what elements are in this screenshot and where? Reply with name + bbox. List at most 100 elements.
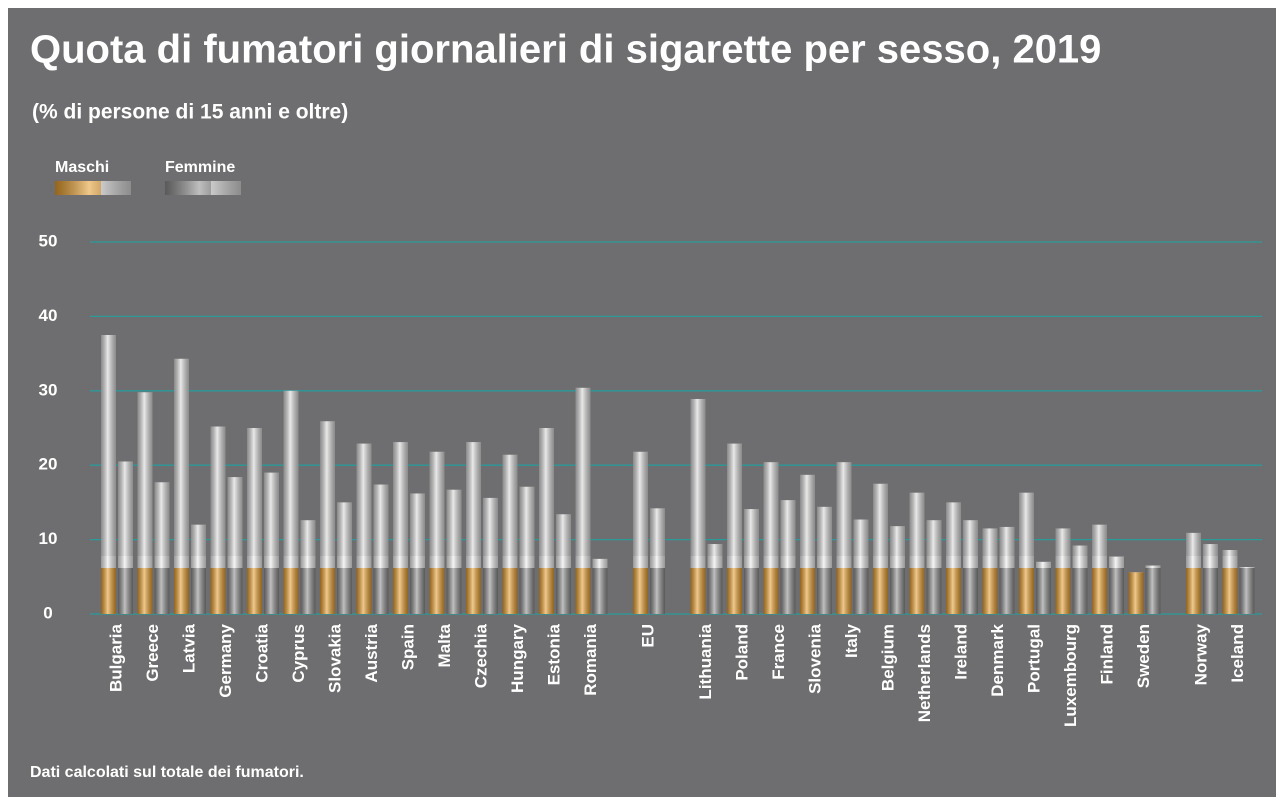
bar-shade	[1203, 544, 1218, 614]
x-tick-label: Cyprus	[289, 624, 308, 683]
bar-shade	[873, 483, 888, 614]
bar-shade	[763, 462, 779, 614]
y-tick-label: 40	[39, 306, 58, 325]
bar-shade	[264, 472, 279, 614]
bar-shade	[633, 451, 648, 614]
x-tick-label: France	[769, 624, 788, 680]
bar-shade	[1128, 572, 1144, 614]
bar-shade	[1019, 492, 1034, 614]
bar-shade	[744, 509, 759, 614]
x-tick-label: Latvia	[179, 623, 198, 673]
footnote: Dati calcolati sul totale dei fumatori.	[30, 764, 304, 781]
bar-shade	[446, 489, 462, 614]
bar-shade	[836, 462, 852, 614]
bar-shade	[817, 506, 832, 614]
x-tick-label: Iceland	[1228, 624, 1247, 683]
bar-shade	[502, 454, 518, 614]
bar-shade	[707, 544, 723, 614]
bar-shade	[539, 428, 554, 614]
bar-shade	[999, 526, 1015, 614]
bar-shade	[210, 426, 226, 614]
bar-shade	[519, 486, 535, 614]
x-tick-label: Italy	[842, 623, 861, 658]
x-tick-label: Slovenia	[805, 623, 824, 693]
x-tick-label: Czechia	[471, 623, 490, 688]
x-tick-label: Germany	[216, 623, 235, 697]
x-tick-label: Luxembourg	[1061, 624, 1080, 727]
bar-shade	[727, 443, 742, 614]
x-tick-label: Romania	[581, 623, 600, 695]
bar-shade	[575, 387, 591, 614]
x-tick-label: Sweden	[1134, 624, 1153, 688]
legend-shade	[55, 181, 131, 195]
bar-shade	[1145, 565, 1161, 614]
bar-shade	[1072, 545, 1088, 614]
x-tick-label: Ireland	[951, 624, 970, 680]
legend-label: Femmine	[165, 159, 235, 176]
x-tick-label: Spain	[398, 624, 417, 670]
bar-shade	[1239, 567, 1255, 614]
bar-shade	[356, 443, 372, 614]
x-tick-label: Estonia	[544, 623, 563, 685]
bar-shade	[690, 398, 706, 614]
y-tick-label: 30	[39, 380, 58, 399]
x-tick-label: Bulgaria	[106, 623, 125, 692]
bar-shade	[300, 520, 316, 614]
bar-shade	[410, 493, 425, 614]
x-tick-label: Portugal	[1024, 624, 1043, 693]
x-tick-label: Netherlands	[915, 624, 934, 722]
bar-shade	[1186, 532, 1201, 614]
bar-shade	[890, 526, 905, 614]
bar-shade	[963, 520, 978, 614]
background	[8, 8, 1276, 797]
bar-shade	[909, 492, 925, 614]
bar-shade	[429, 451, 445, 614]
bar-shade	[483, 497, 498, 614]
bar-shade	[320, 421, 335, 614]
bar-shade	[946, 502, 961, 614]
x-tick-label: Malta	[435, 623, 454, 667]
bar-shade	[137, 392, 153, 614]
bar-shade	[283, 390, 299, 614]
y-tick-label: 50	[39, 231, 58, 250]
bar-shade	[556, 514, 571, 614]
bar-shade	[227, 477, 243, 614]
chart-subtitle: (% di persone di 15 anni e oltre)	[32, 101, 348, 124]
bar-shade	[780, 500, 796, 614]
x-tick-label: Poland	[732, 624, 751, 681]
bar-shade	[853, 519, 869, 614]
bar-shade	[191, 524, 206, 614]
legend-shade	[165, 181, 241, 195]
y-tick-label: 10	[39, 529, 58, 548]
bar-shade	[650, 508, 665, 614]
bar-shade	[466, 442, 481, 614]
bar-shade	[926, 520, 942, 614]
chart-title: Quota di fumatori giornalieri di sigaret…	[30, 28, 1101, 72]
x-tick-label: Belgium	[878, 624, 897, 691]
legend-label: Maschi	[55, 159, 109, 176]
x-tick-label: Denmark	[988, 623, 1007, 696]
x-tick-label: Greece	[143, 624, 162, 682]
x-tick-label: Hungary	[508, 623, 527, 693]
bar-shade	[154, 482, 170, 614]
bar-shade	[800, 474, 815, 614]
bar-shade	[118, 461, 133, 614]
x-tick-label: EU	[638, 624, 657, 648]
bar-shade	[337, 502, 352, 614]
x-tick-label: Slovakia	[325, 623, 344, 693]
x-tick-label: Croatia	[252, 623, 271, 682]
bar-shade	[592, 558, 608, 614]
bar-shade	[393, 442, 408, 614]
x-tick-label: Finland	[1097, 624, 1116, 684]
bar-shade	[1092, 524, 1107, 614]
bar-shade	[247, 428, 262, 614]
x-tick-label: Norway	[1191, 623, 1210, 685]
bar-shade	[1109, 556, 1124, 614]
bar-shade	[982, 528, 998, 614]
bar-shade	[1222, 550, 1238, 614]
bar-shade	[174, 358, 189, 614]
bar-shade	[101, 335, 116, 614]
bar-shade	[373, 484, 389, 614]
y-tick-label: 0	[43, 603, 52, 622]
